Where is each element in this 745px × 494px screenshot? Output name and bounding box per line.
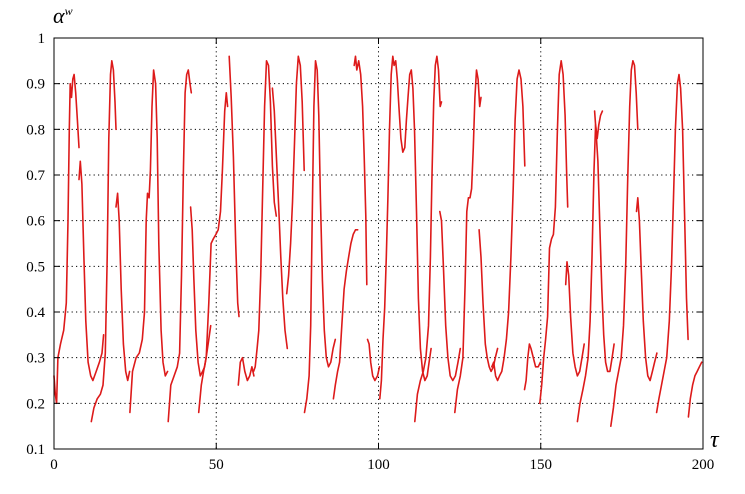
y-axis-label: αw <box>53 3 73 28</box>
y-tick-label: 0.1 <box>26 442 45 458</box>
y-tick-label: 0.6 <box>26 214 45 230</box>
series-line-segment <box>78 160 105 382</box>
series-line-segment <box>593 110 615 373</box>
series-line-segment <box>197 92 229 414</box>
series-line-segment <box>167 69 193 423</box>
y-tick-label: 0.4 <box>26 305 45 321</box>
series-line-segment <box>90 60 117 423</box>
series-line-segment <box>303 60 337 414</box>
axis-ticks <box>53 37 704 450</box>
y-tick-label: 0.9 <box>26 77 45 93</box>
series-line-segment <box>439 210 462 382</box>
series-line-segment <box>478 229 499 373</box>
tick-labels: 0 50 100 150 200 0.1 0.2 0.3 0.4 0.5 0.6 0.7 0.8 0.9 1 <box>26 31 714 473</box>
y-tick-label: 0.3 <box>26 351 45 367</box>
series-layer <box>53 55 703 427</box>
x-tick-label: 50 <box>209 457 224 473</box>
series-line-segment <box>271 87 289 350</box>
series-line-segment <box>332 229 359 400</box>
series-line-segment <box>576 110 604 423</box>
x-tick-label: 150 <box>530 457 553 473</box>
y-tick-label: 0.2 <box>26 396 45 412</box>
x-tick-label: 100 <box>367 457 390 473</box>
y-tick-label: 0.8 <box>26 122 45 138</box>
series-line-segment <box>129 69 169 414</box>
series-line-segment <box>454 69 482 414</box>
x-tick-label: 200 <box>692 457 715 473</box>
series-line-segment <box>353 55 368 286</box>
series-line-segment <box>189 206 212 377</box>
series-line-segment <box>687 361 703 418</box>
series-line-segment <box>285 55 305 295</box>
series-line-segment <box>228 55 240 318</box>
series-line-segment <box>53 73 80 405</box>
series-line-segment <box>252 60 278 373</box>
series-line-segment <box>655 73 689 414</box>
y-tick-label: 0.7 <box>26 168 45 184</box>
series-line-segment <box>635 197 658 382</box>
series-line-segment <box>366 338 381 382</box>
series-line-segment <box>564 261 585 377</box>
series-line-segment <box>491 69 526 382</box>
y-tick-label: 0.5 <box>26 259 45 275</box>
series-line-segment <box>610 60 639 427</box>
x-tick-label: 0 <box>50 457 58 473</box>
x-axis-label: τ <box>710 427 720 453</box>
series-line-segment <box>237 356 255 386</box>
series-line-segment <box>115 192 131 382</box>
series-line-segment <box>379 55 432 400</box>
series-line-segment <box>539 60 569 405</box>
grid <box>54 38 703 449</box>
series-line-segment <box>523 343 542 391</box>
y-tick-label: 1 <box>38 31 46 47</box>
y-axis-label-symbol: α <box>53 3 65 28</box>
y-axis-label-superscript: w <box>65 4 73 18</box>
series-line-segment <box>414 55 443 423</box>
